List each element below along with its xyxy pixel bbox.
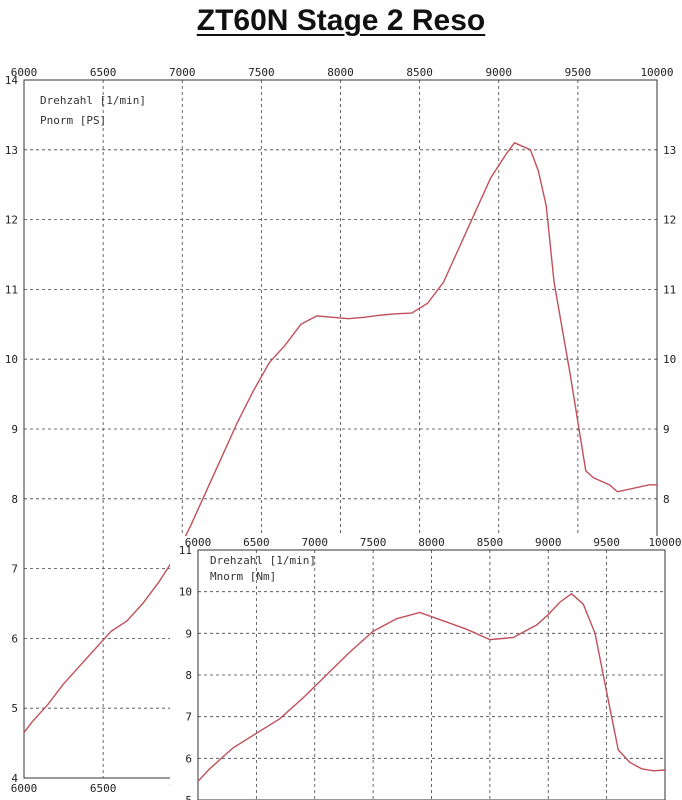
power-x-tick-top-10000: 10000 [640, 66, 673, 79]
torque-y-tick-left-10: 10 [179, 586, 192, 599]
power-y-tick-right-9: 9 [663, 423, 670, 436]
power-x-tick-top-9500: 9500 [565, 66, 592, 79]
power-y-tick-left-4: 4 [11, 772, 18, 785]
power-y-tick-left-5: 5 [11, 702, 18, 715]
power-y-tick-left-6: 6 [11, 632, 18, 645]
torque-x-tick-top-6500: 6500 [243, 536, 270, 549]
torque-x-tick-top-10000: 10000 [648, 536, 681, 549]
power-x-tick-top-6000: 6000 [11, 66, 38, 79]
torque-chart-group: 6000 6500 7000 7500 8000 8500 9000 9500 10000 5 6 7… [170, 536, 682, 800]
power-y-tick-left-8: 8 [11, 493, 18, 506]
title-text: ZT60N Stage 2 Reso [196, 4, 486, 37]
power-legend-0: Drehzahl [1/min] [40, 94, 146, 107]
torque-chart-background [170, 536, 682, 800]
torque-curve [197, 592, 666, 782]
power-legend-1: Pnorm [PS] [40, 114, 106, 127]
power-x-tick-top-7000: 7000 [169, 66, 196, 79]
torque-plot-frame [197, 549, 666, 800]
torque-y-tick-left-9: 9 [185, 627, 192, 640]
torque-x-tick-top-9500: 9500 [593, 536, 620, 549]
torque-x-tick-top-8000: 8000 [418, 536, 445, 549]
torque-x-tick-top-7500: 7500 [360, 536, 387, 549]
power-x-tick-top-8500: 8500 [406, 66, 433, 79]
power-y-tick-left-14: 14 [5, 74, 19, 87]
power-y-tick-right-8: 8 [663, 493, 670, 506]
power-x-tick-top-9000: 9000 [486, 66, 513, 79]
power-y-tick-right-13: 13 [663, 144, 676, 157]
power-y-tick-right-11: 11 [663, 283, 676, 296]
power-x-tick-top-6500: 6500 [90, 66, 117, 79]
power-curve [23, 141, 657, 734]
power-y-tick-left-7: 7 [11, 563, 18, 576]
torque-x-tick-top-8500: 8500 [477, 536, 504, 549]
torque-legend-1: Mnorm [Nm] [210, 570, 276, 583]
power-y-tick-right-12: 12 [663, 214, 676, 227]
power-x-tick-bottom-6500: 6500 [90, 782, 117, 795]
torque-legend-0: Drehzahl [1/min] [210, 554, 316, 567]
power-y-tick-left-11: 11 [5, 283, 18, 296]
torque-y-tick-left-8: 8 [185, 669, 192, 682]
torque-x-tick-top-9000: 9000 [535, 536, 562, 549]
torque-x-tick-top-7000: 7000 [302, 536, 329, 549]
power-x-tick-top-8000: 8000 [327, 66, 354, 79]
torque-y-tick-left-5: 5 [185, 794, 192, 800]
power-y-tick-left-13: 13 [5, 144, 18, 157]
torque-x-tick-top-6000: 6000 [185, 536, 212, 549]
power-x-tick-bottom-6000: 6000 [11, 782, 38, 795]
power-y-tick-left-12: 12 [5, 214, 18, 227]
power-y-tick-left-9: 9 [11, 423, 18, 436]
torque-y-tick-left-11: 11 [179, 544, 192, 557]
torque-y-tick-left-6: 6 [185, 752, 192, 765]
power-y-tick-right-10: 10 [663, 353, 676, 366]
power-y-tick-left-10: 10 [5, 353, 18, 366]
torque-y-tick-left-7: 7 [185, 711, 192, 724]
page-title: ZT60N Stage 2 Reso [0, 4, 682, 38]
power-x-tick-top-7500: 7500 [248, 66, 275, 79]
